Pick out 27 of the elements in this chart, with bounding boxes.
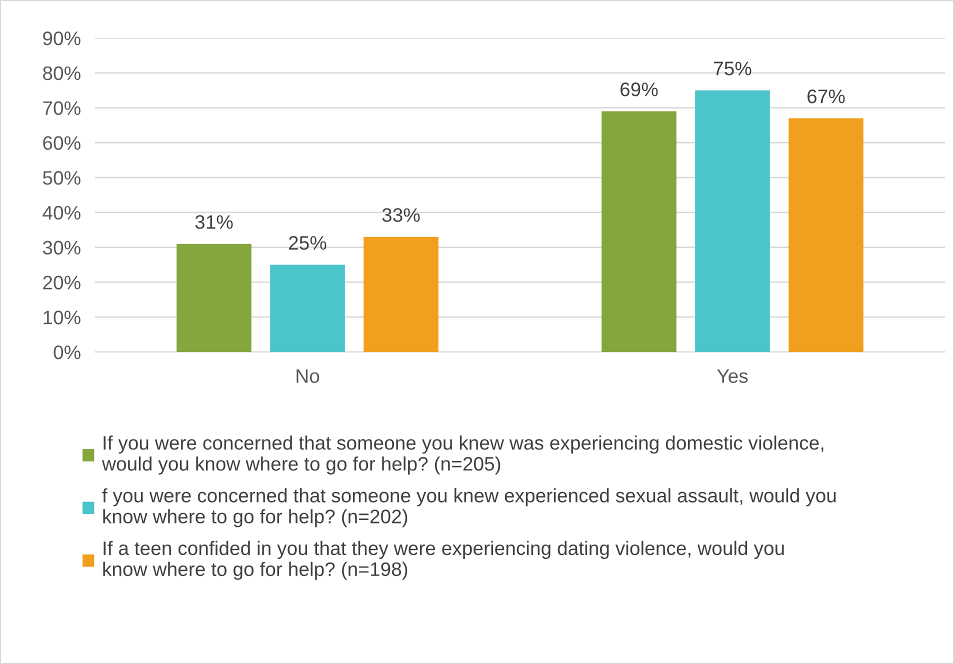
legend-label: f you were concerned that someone you knew experienced sexual assault, would you know where to go for help? (n=202) [102,488,836,528]
x-tick-label: No [296,369,320,383]
y-tick-label: 80% [43,66,80,80]
y-tick-label: 30% [42,240,80,255]
y-tick-label: 40% [42,206,80,220]
data-label: 75% [714,62,752,76]
y-tick-label: 90% [43,31,80,46]
data-label: 33% [382,208,420,222]
x-tick-label: Yes [717,369,748,383]
y-tick-label: 0% [54,345,80,360]
data-label: 67% [808,90,845,104]
bar [602,111,676,352]
legend-label: If you were concerned that someone you knew was experiencing domestic violence, would you know where to go for help? (n=205) [102,436,824,475]
data-label: 31% [195,215,233,229]
bar [270,264,345,352]
legend-label: If a teen confided in you that they were experiencing dating violence, would you know where to go for help? (n=198) [103,540,784,580]
y-tick-label: 60% [43,136,80,150]
bar [364,236,438,352]
y-tick-label: 70% [43,101,80,116]
data-label: 69% [620,82,658,96]
y-tick-label: 50% [42,171,80,185]
bar [788,118,864,352]
data-label: 25% [289,236,326,250]
y-tick-label: 10% [44,310,80,324]
bar [695,90,770,352]
y-tick-label: 20% [43,276,80,290]
bar [176,244,252,352]
